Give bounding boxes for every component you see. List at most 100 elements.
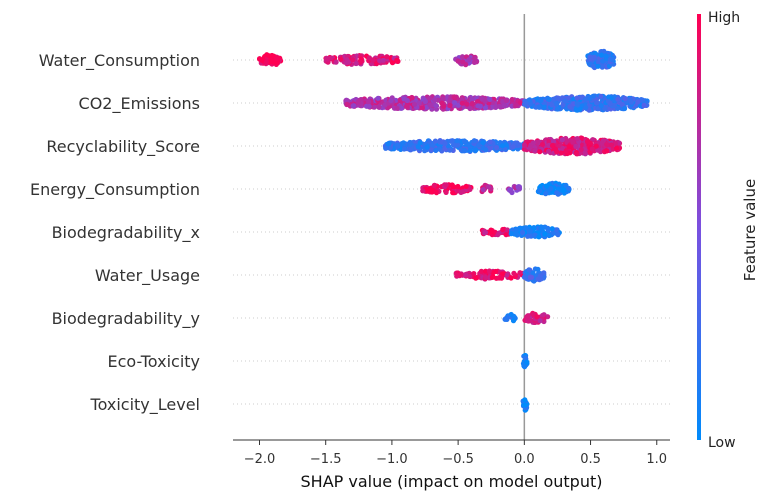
shap-point [264, 52, 270, 58]
shap-point [542, 231, 548, 237]
shap-point [501, 103, 507, 109]
shap-point [394, 57, 400, 64]
shap-point [616, 140, 622, 146]
shap-point [510, 144, 516, 150]
shap-point [443, 182, 449, 188]
shap-point [462, 147, 468, 154]
shap-point [637, 103, 643, 109]
shap-point [417, 140, 423, 146]
shap-point [615, 96, 621, 102]
shap-point [467, 186, 473, 192]
shap-point [482, 98, 488, 104]
shap-point [424, 144, 430, 150]
shap-point [521, 274, 528, 280]
shap-point [450, 142, 457, 148]
shap-point [440, 96, 446, 102]
beeswarm-points [257, 48, 650, 413]
shap-point [600, 58, 606, 64]
shap-point [433, 189, 439, 195]
shap-point [517, 225, 524, 231]
shap-point [622, 96, 628, 102]
shap-point [504, 272, 510, 278]
shap-point [500, 271, 506, 277]
x-axis: SHAP value (impact on model output) −2.0… [233, 439, 670, 491]
shap-point [531, 225, 537, 232]
shap-point [549, 102, 555, 108]
shap-point [549, 226, 555, 232]
shap-point [455, 142, 461, 148]
shap-point [471, 59, 477, 65]
colorbar-high-label: High [708, 10, 740, 26]
shap-point [583, 105, 589, 111]
shap-point [375, 95, 381, 101]
shap-point [473, 275, 479, 281]
shap-point [384, 54, 390, 60]
shap-point [527, 97, 533, 103]
shap-point [539, 312, 546, 319]
shap-point [570, 139, 576, 145]
shap-point [496, 103, 503, 109]
shap-point [589, 146, 595, 152]
feature-label: Water_Consumption [39, 51, 200, 71]
shap-point [550, 96, 556, 102]
shap-point [476, 142, 482, 148]
shap-point [443, 189, 449, 195]
shap-point [566, 144, 572, 150]
shap-point [451, 94, 457, 100]
shap-point [471, 138, 477, 144]
colorbar-title: Feature value [741, 179, 759, 281]
shap-point [350, 57, 356, 63]
shap-point [554, 106, 561, 112]
shap-point [555, 232, 561, 238]
shap-point [416, 100, 422, 106]
shap-point [635, 99, 641, 105]
x-axis-title: SHAP value (impact on model output) [301, 472, 603, 491]
shap-point [455, 183, 461, 190]
shap-point [500, 226, 506, 233]
shap-point [471, 271, 477, 277]
shap-point [483, 274, 489, 280]
shap-point [475, 103, 481, 109]
shap-point [526, 267, 532, 273]
feature-row-points [502, 310, 551, 325]
shap-point [508, 188, 514, 194]
shap-point [567, 104, 573, 110]
shap-point [503, 97, 510, 103]
shap-point [599, 140, 605, 146]
shap-point [587, 54, 593, 60]
shap-point [458, 272, 464, 278]
feature-label: Toxicity_Level [90, 395, 200, 415]
shap-point [585, 139, 591, 145]
shap-point [598, 52, 605, 58]
shap-point [513, 230, 519, 236]
shap-point [454, 138, 460, 144]
shap-point [602, 106, 608, 112]
shap-point [503, 232, 509, 238]
shap-point [522, 142, 528, 149]
shap-point [546, 232, 552, 239]
shap-point [577, 106, 583, 112]
shap-point [485, 184, 492, 190]
shap-point [478, 268, 484, 274]
shap-point [419, 105, 425, 111]
shap-point [498, 275, 505, 281]
shap-point [522, 402, 528, 408]
shap-point [599, 64, 605, 70]
shap-point [328, 55, 334, 61]
shap-point [594, 100, 600, 106]
shap-point [513, 102, 520, 108]
shap-point [574, 100, 580, 107]
shap-point [442, 140, 448, 146]
shap-point [415, 144, 421, 150]
feature-label: Biodegradability_y [52, 309, 200, 329]
shap-point [431, 97, 438, 103]
shap-point [486, 268, 492, 274]
colorbar-low-label: Low [708, 435, 736, 451]
shap-point [461, 138, 467, 144]
shap-point [523, 225, 529, 231]
shap-point [595, 63, 601, 69]
shap-point [463, 183, 469, 189]
shap-point [473, 147, 479, 153]
feature-row-points [257, 48, 617, 71]
shap-point [509, 96, 515, 103]
